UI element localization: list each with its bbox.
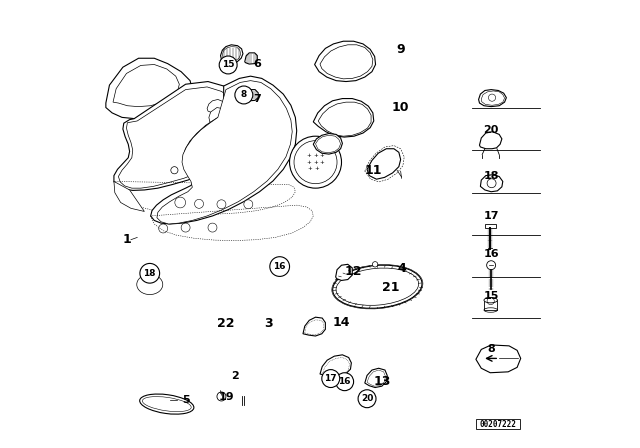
Circle shape [171,167,178,174]
Text: +: + [313,153,318,159]
Text: 20: 20 [361,394,373,403]
Circle shape [244,200,253,209]
Circle shape [217,200,226,209]
Circle shape [140,263,159,283]
Circle shape [191,162,198,169]
Text: 17: 17 [324,374,337,383]
Bar [342,57,354,68]
Text: 21: 21 [382,281,399,294]
Polygon shape [209,108,223,124]
Bar [476,419,520,429]
Polygon shape [318,102,371,136]
Polygon shape [244,90,258,101]
Circle shape [358,390,376,408]
Polygon shape [221,45,243,64]
Text: 18: 18 [143,269,156,278]
Bar [340,116,352,125]
Ellipse shape [484,297,497,303]
Text: 1: 1 [122,233,131,246]
Polygon shape [118,87,250,188]
Text: 4: 4 [397,262,406,276]
Text: 16: 16 [339,377,351,386]
Text: +: + [314,166,319,171]
Text: 5: 5 [182,395,189,405]
Circle shape [225,155,232,163]
Text: 12: 12 [345,264,362,278]
Text: 11: 11 [364,164,381,177]
Polygon shape [476,345,521,373]
Polygon shape [479,132,502,149]
Polygon shape [315,41,376,82]
Polygon shape [481,175,503,192]
Polygon shape [150,76,297,224]
Polygon shape [244,53,257,64]
Polygon shape [113,65,179,107]
Circle shape [270,257,289,276]
Polygon shape [114,181,145,211]
Text: 10: 10 [392,101,410,114]
Polygon shape [320,355,351,376]
Ellipse shape [137,274,163,295]
Text: 13: 13 [373,375,390,388]
Text: 18: 18 [483,171,499,181]
Text: 15: 15 [222,60,234,69]
Polygon shape [157,81,292,224]
Text: 19: 19 [219,392,235,402]
Text: 14: 14 [333,316,350,329]
Text: 16: 16 [273,262,286,271]
Text: 8: 8 [241,90,247,99]
Circle shape [235,86,253,104]
Bar [484,300,497,310]
Text: 15: 15 [483,291,499,301]
Circle shape [217,392,226,401]
Text: 8: 8 [487,344,495,353]
Text: +: + [308,166,312,171]
Polygon shape [106,58,192,119]
Polygon shape [336,264,352,280]
Polygon shape [320,45,373,79]
Polygon shape [314,134,342,154]
Polygon shape [114,82,255,190]
Text: 16: 16 [483,250,499,259]
Text: 7: 7 [253,94,261,103]
Text: 00207222: 00207222 [479,420,516,429]
Text: +: + [320,153,324,159]
Text: 6: 6 [253,59,261,69]
Circle shape [219,56,237,74]
Polygon shape [303,317,325,336]
Circle shape [289,136,342,188]
Polygon shape [314,99,374,137]
Circle shape [336,373,354,391]
Text: 20: 20 [483,125,499,135]
Ellipse shape [333,265,422,308]
Polygon shape [365,368,387,388]
Circle shape [486,261,495,270]
Text: +: + [307,159,311,165]
Polygon shape [207,99,224,113]
Text: +: + [320,159,324,165]
Polygon shape [479,90,506,107]
Circle shape [195,199,204,208]
Text: 22: 22 [217,317,235,330]
Text: 9: 9 [396,43,405,56]
Circle shape [175,197,186,208]
Circle shape [322,370,340,388]
Text: +: + [307,153,311,159]
Text: 3: 3 [264,317,273,330]
Text: 2: 2 [231,371,239,381]
Circle shape [209,159,216,166]
Polygon shape [367,149,401,179]
Text: +: + [313,159,318,165]
Circle shape [372,262,378,267]
Bar [485,224,495,228]
Text: 17: 17 [483,211,499,221]
Ellipse shape [140,394,194,414]
